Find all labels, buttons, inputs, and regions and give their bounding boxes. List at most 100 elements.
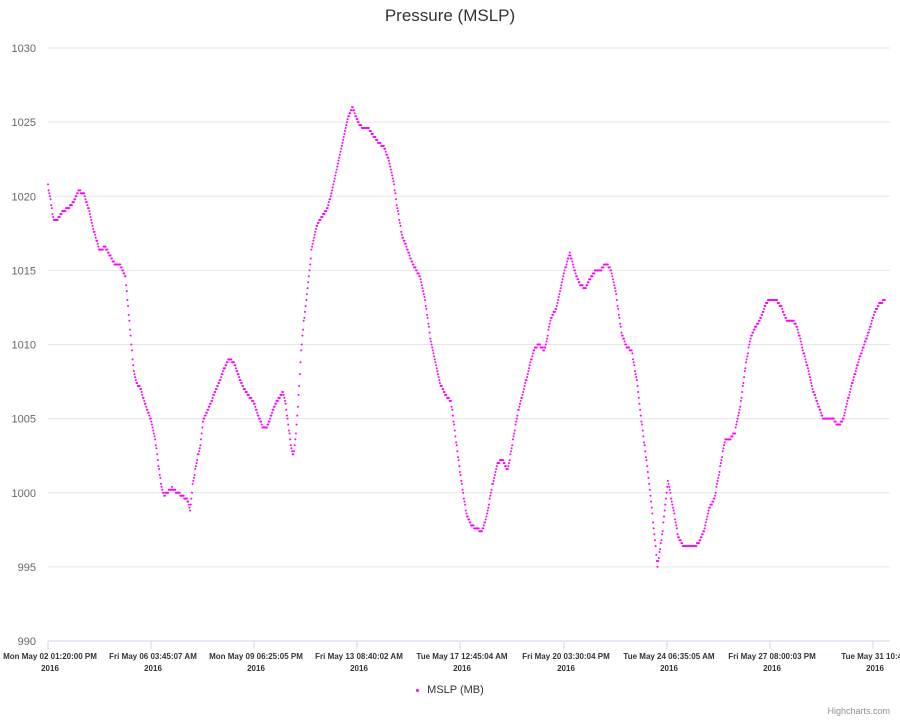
data-point (286, 417, 289, 420)
data-point (280, 393, 283, 396)
credits-link[interactable]: Highcharts.com (827, 706, 890, 716)
data-point (650, 506, 653, 509)
data-point (763, 307, 766, 310)
data-point (519, 402, 522, 405)
data-point (268, 420, 271, 423)
data-point (417, 272, 420, 275)
x-tick-label: Mon May 02 01:20:00 PM (3, 652, 97, 661)
data-point (545, 340, 548, 343)
data-point (507, 465, 510, 468)
data-point (635, 376, 638, 379)
data-point (422, 293, 425, 296)
data-point (531, 355, 534, 358)
data-point (48, 192, 51, 195)
data-point (153, 435, 156, 438)
data-point (852, 379, 855, 382)
data-point (260, 423, 263, 426)
data-point (797, 331, 800, 334)
data-point (218, 382, 221, 385)
data-point (834, 420, 837, 423)
data-point (703, 530, 706, 533)
data-point (794, 322, 797, 325)
data-point (652, 527, 655, 530)
data-point (198, 450, 201, 453)
data-point (486, 509, 489, 512)
data-point (637, 396, 640, 399)
data-point (350, 109, 353, 112)
data-point (729, 438, 732, 441)
data-point (396, 207, 399, 210)
data-point (613, 287, 616, 290)
data-point (681, 542, 684, 545)
data-point (344, 130, 347, 133)
data-point (699, 539, 702, 542)
data-point (167, 491, 170, 494)
data-point (155, 447, 158, 450)
data-point (495, 468, 498, 471)
data-point (104, 245, 107, 248)
data-point (194, 468, 197, 471)
data-point (316, 224, 319, 227)
data-point (848, 393, 851, 396)
data-point (112, 260, 115, 263)
data-point (707, 509, 710, 512)
data-point (256, 411, 259, 414)
data-point (431, 346, 434, 349)
data-point (489, 491, 492, 494)
data-point (145, 405, 148, 408)
data-point (792, 319, 795, 322)
data-point (805, 361, 808, 364)
data-point (282, 390, 285, 393)
data-point (197, 453, 200, 456)
data-point (433, 355, 436, 358)
data-point (721, 456, 724, 459)
data-point (484, 518, 487, 521)
x-tick-year: 2016 (144, 664, 162, 673)
data-point (388, 162, 391, 165)
data-point (572, 266, 575, 269)
data-point (97, 245, 100, 248)
data-point (513, 429, 516, 432)
data-point (639, 414, 642, 417)
data-point (106, 248, 109, 251)
data-point (152, 429, 155, 432)
data-point (237, 373, 240, 376)
data-point (409, 257, 412, 260)
data-point (192, 479, 195, 482)
data-point (208, 405, 211, 408)
data-point (614, 290, 617, 293)
legend-item-mslp[interactable]: MSLP (MB) (0, 684, 900, 696)
data-point (397, 213, 400, 216)
data-point (346, 118, 349, 121)
data-point (85, 201, 88, 204)
data-point (619, 325, 622, 328)
data-point (405, 245, 408, 248)
data-point (808, 376, 811, 379)
data-point (710, 503, 713, 506)
data-point (674, 521, 677, 524)
data-point (492, 479, 495, 482)
data-point (874, 310, 877, 313)
data-point (559, 290, 562, 293)
data-point (610, 272, 613, 275)
data-point (655, 554, 658, 557)
data-point (293, 444, 296, 447)
data-point (876, 307, 879, 310)
data-point (200, 438, 203, 441)
data-point (639, 408, 642, 411)
data-point (757, 322, 760, 325)
x-tick-label: Tue May 17 12:45:04 AM (416, 652, 507, 661)
data-point (799, 340, 802, 343)
data-point (435, 364, 438, 367)
data-point (559, 287, 562, 290)
data-point (864, 340, 867, 343)
data-point (437, 376, 440, 379)
data-point (390, 171, 393, 174)
y-tick-label: 1000 (12, 488, 36, 500)
data-point (522, 387, 525, 390)
data-point (190, 491, 193, 494)
data-point (211, 396, 214, 399)
data-point (661, 530, 664, 533)
data-point (498, 462, 501, 465)
data-point (221, 370, 224, 373)
